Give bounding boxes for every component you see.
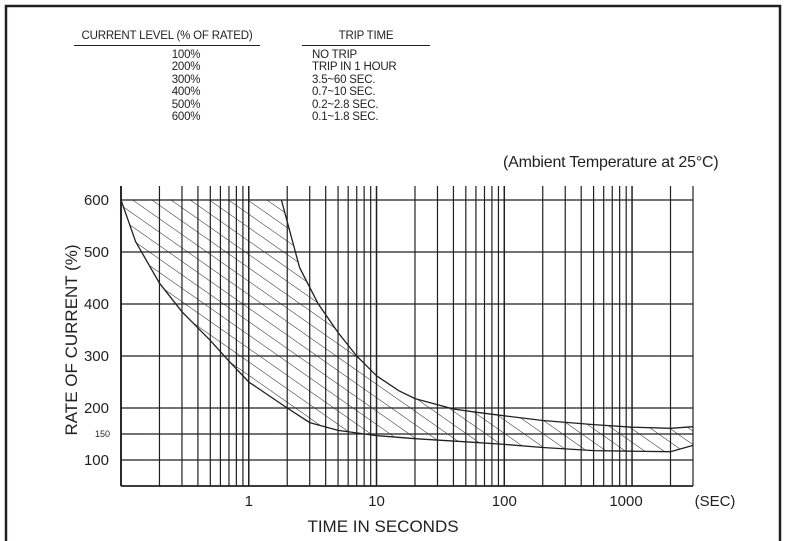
y-tick-label-150: 150 — [95, 429, 110, 439]
current-level-column: CURRENT LEVEL (% OF RATED) 100% 200% 300… — [58, 29, 276, 123]
y-tick-label-100: 100 — [84, 452, 109, 469]
y-tick-label-500: 500 — [84, 244, 109, 261]
trip-band-layer — [120, 199, 694, 453]
current-level-500: 500% — [171, 98, 201, 111]
trip-time-200: TRIP IN 1 HOUR — [312, 61, 397, 74]
current-level-300: 300% — [171, 73, 201, 86]
x-tick-label-100: 100 — [492, 493, 517, 510]
x-unit-label: (SEC) — [695, 493, 736, 510]
trip-time-100: NO TRIP — [312, 49, 358, 61]
current-level-400: 400% — [171, 86, 201, 99]
y-axis-title: RATE OF CURRENT (%) — [62, 244, 81, 435]
x-tick-label-10: 10 — [368, 493, 385, 510]
trip-band-lower-curve — [120, 199, 694, 453]
trip-time-header: TRIP TIME — [302, 29, 430, 46]
current-level-100: 100% — [171, 49, 201, 61]
y-tick-label-300: 300 — [84, 348, 109, 365]
chart-axes — [120, 186, 693, 487]
trip-time-500: 0.2~2.8 SEC. — [312, 98, 379, 111]
trip-band-upper-curve — [280, 199, 694, 429]
trip-time-column: TRIP TIME NO TRIP TRIP IN 1 HOUR 3.5~60 … — [302, 29, 432, 123]
trip-band-fill — [121, 200, 693, 452]
x-axis-title: TIME IN SECONDS — [307, 517, 458, 536]
trip-time-600: 0.1~1.8 SEC. — [312, 110, 379, 123]
current-level-200: 200% — [171, 61, 201, 74]
ambient-temperature-note: (Ambient Temperature at 25°C) — [503, 154, 719, 171]
trip-time-400: 0.7~10 SEC. — [312, 86, 376, 99]
y-tick-label-400: 400 — [84, 296, 109, 313]
current-level-600: 600% — [171, 110, 201, 123]
trip-time-300: 3.5~60 SEC. — [312, 73, 376, 86]
chart-labels: 600 500 400 300 200 150 100 1 10 100 1000 (SEC) TIME… — [62, 192, 735, 536]
x-tick-label-1000: 1000 — [609, 493, 642, 510]
current-level-header: CURRENT LEVEL (% OF RATED) — [73, 29, 261, 46]
y-tick-label-200: 200 — [84, 400, 109, 417]
x-tick-label-1: 1 — [245, 493, 253, 510]
y-tick-label-600: 600 — [84, 192, 109, 209]
